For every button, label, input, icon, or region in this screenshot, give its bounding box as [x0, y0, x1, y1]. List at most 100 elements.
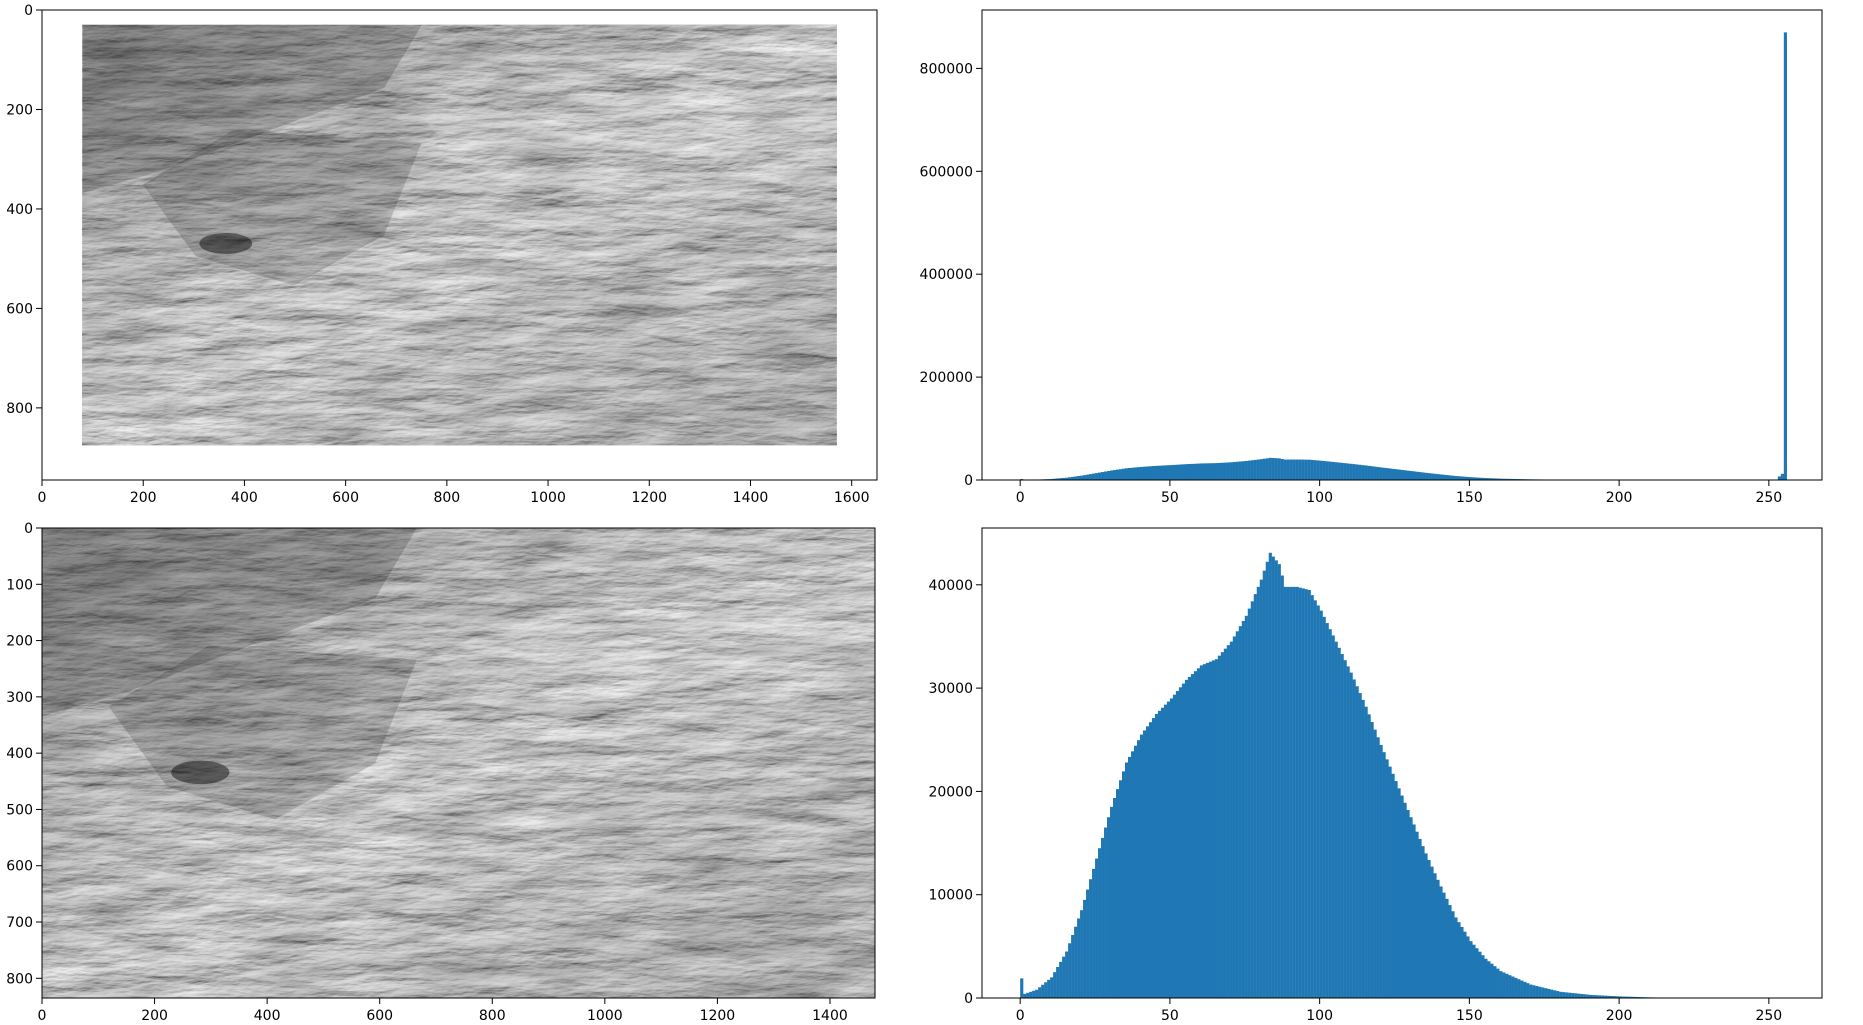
- histogram-bar: [1193, 463, 1198, 480]
- histogram-bar: [1568, 992, 1572, 998]
- histogram-bar: [1397, 788, 1401, 998]
- x-tick-label: 800: [433, 490, 460, 506]
- histogram-bar: [1166, 701, 1171, 998]
- histogram-bar: [1193, 671, 1198, 998]
- histogram-bar: [1316, 460, 1320, 480]
- histogram-bar: [1490, 478, 1494, 480]
- histogram-bar: [1421, 846, 1425, 998]
- y-tick-label: 40000: [928, 578, 973, 594]
- histogram-bar: [1409, 470, 1413, 480]
- histogram-bar: [1196, 668, 1201, 998]
- histogram-bar: [1250, 460, 1254, 480]
- histogram-bar: [1127, 756, 1132, 998]
- histogram-bar: [1047, 979, 1051, 998]
- histogram-bar: [1319, 460, 1323, 480]
- histogram-bar: [1116, 469, 1120, 480]
- histogram-bar: [1343, 660, 1347, 998]
- histogram-bar: [1092, 473, 1096, 480]
- histogram-bar: [1289, 459, 1293, 480]
- histogram-bar: [1223, 648, 1227, 998]
- histogram-bar: [1319, 610, 1323, 998]
- histogram-bar: [1511, 478, 1515, 480]
- x-tick-label: 50: [1161, 1008, 1179, 1024]
- histogram-bar: [1445, 898, 1449, 998]
- histogram-bar: [1083, 899, 1087, 998]
- histogram-bar: [1583, 994, 1587, 998]
- histogram-bar: [1080, 910, 1084, 998]
- histogram-bar: [1062, 956, 1066, 998]
- histogram-bar: [1595, 995, 1599, 998]
- histogram-bar: [1364, 465, 1368, 480]
- histogram-bar: [1280, 458, 1284, 480]
- histogram-bar: [1277, 458, 1281, 480]
- histogram-bar: [1077, 476, 1081, 480]
- histogram-bar: [1616, 996, 1620, 998]
- axes-frame-top-right: [981, 9, 1823, 481]
- histogram-bar: [1295, 459, 1299, 480]
- histogram-bar: [1181, 683, 1186, 998]
- histogram-bar: [1089, 474, 1093, 480]
- histogram-bar: [1412, 471, 1416, 480]
- histogram-bar: [1430, 473, 1434, 480]
- histogram-bar: [1478, 951, 1482, 998]
- histogram-bar: [1364, 706, 1368, 998]
- histogram-bar: [1277, 564, 1281, 998]
- histogram-bar: [1493, 966, 1497, 998]
- histogram-bar: [1271, 458, 1275, 480]
- histogram-bar: [1250, 601, 1254, 998]
- histogram-bar: [1071, 934, 1075, 998]
- histogram-bar: [1454, 917, 1458, 998]
- histogram-bar: [1598, 995, 1602, 998]
- histogram-bar: [1104, 471, 1108, 480]
- x-tick-label: 1200: [631, 490, 667, 506]
- x-tick-label: 0: [1016, 490, 1025, 506]
- histogram-bar: [1113, 798, 1117, 998]
- histogram-bar: [1631, 996, 1635, 998]
- histogram-bar: [1235, 461, 1239, 480]
- histogram-bar: [1286, 459, 1290, 480]
- histogram-bar: [1119, 469, 1123, 480]
- histogram-bar: [1130, 751, 1135, 998]
- histogram-bar: [1229, 462, 1233, 480]
- histogram-bar: [1394, 469, 1398, 480]
- histogram-bar: [1514, 977, 1518, 998]
- histogram-bar: [1098, 848, 1102, 998]
- terrain-image-top-left: [82, 24, 837, 446]
- histogram-bar: [1238, 626, 1242, 998]
- histogram-bar: [1172, 464, 1177, 480]
- histogram-bar: [1163, 704, 1168, 998]
- histogram-bar: [1145, 726, 1150, 998]
- histogram-bar: [1622, 996, 1626, 998]
- histogram-bar: [1274, 560, 1278, 998]
- histogram-bar: [1490, 963, 1494, 998]
- histogram-bar: [1265, 561, 1269, 998]
- histogram-bar: [1562, 992, 1566, 998]
- histogram-bar: [1457, 476, 1461, 480]
- histogram-bar: [1397, 469, 1401, 480]
- histogram-bar: [1322, 461, 1326, 480]
- histogram-bar: [1472, 944, 1476, 998]
- histogram-bar: [1050, 977, 1054, 998]
- histogram-bar: [1247, 460, 1251, 480]
- histogram-bar: [1478, 477, 1482, 480]
- y-tick-label: 0: [24, 521, 33, 537]
- histogram-bar: [1367, 714, 1371, 998]
- histogram-bar: [1337, 647, 1341, 998]
- axis-ticks-bottom-right: 0 50 100 150 200 250 0 10000 20000 30000 40000: [928, 578, 1782, 1024]
- histogram-bar: [1601, 995, 1605, 998]
- histogram-bar: [1394, 781, 1398, 998]
- x-tick-label: 1400: [812, 1008, 848, 1024]
- histogram-bar: [1178, 464, 1183, 480]
- histogram-bar: [1409, 817, 1413, 998]
- histogram-bar: [1520, 980, 1524, 998]
- x-tick-label: 1000: [530, 490, 566, 506]
- histogram-bar: [1580, 993, 1584, 998]
- histogram-bar: [1532, 985, 1536, 998]
- histogram-bar: [1783, 32, 1787, 480]
- histogram-bar: [1196, 463, 1201, 480]
- y-tick-label: 0: [964, 473, 973, 489]
- histogram-bar: [1451, 475, 1455, 480]
- histogram-bar: [1538, 986, 1542, 998]
- histogram-bar: [1439, 474, 1443, 480]
